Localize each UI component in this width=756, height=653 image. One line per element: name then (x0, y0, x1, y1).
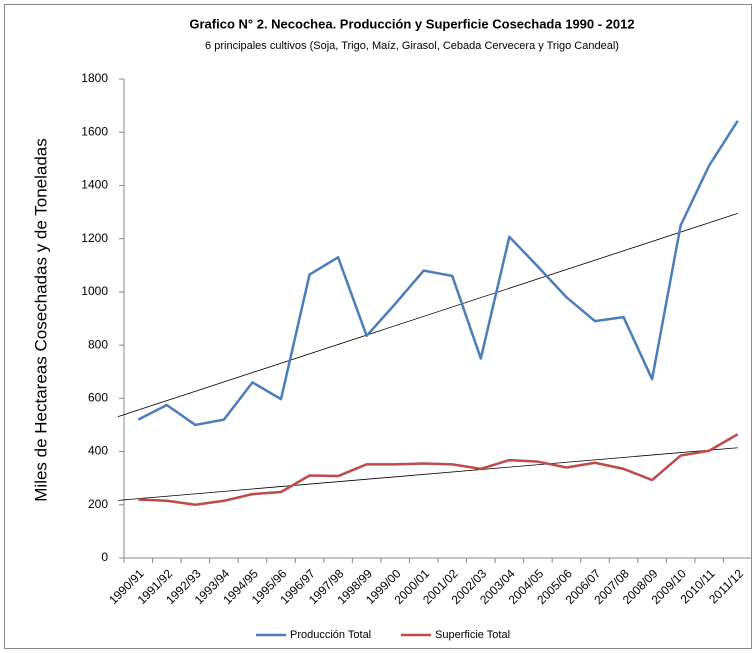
y-tick-label: 1800 (81, 71, 108, 85)
y-tick-label: 1600 (81, 124, 108, 138)
chart-border (4, 4, 752, 649)
data-line (138, 433, 739, 507)
y-tick-label: 600 (88, 391, 108, 405)
y-tick-label: 200 (88, 497, 108, 511)
legend-label: Superficie Total (435, 629, 510, 641)
y-tick-label: 1400 (81, 178, 108, 192)
data-line (137, 120, 739, 427)
y-axis-title: Miles de Hectareas Cosechadas y de Tonel… (31, 138, 50, 502)
legend-label: Producción Total (290, 629, 371, 641)
y-tick-label: 1200 (81, 231, 108, 245)
chart-subtitle: 6 principales cultivos (Soja, Trigo, Maí… (205, 40, 619, 52)
y-tick-label: 800 (88, 337, 108, 351)
y-tick-label: 400 (88, 444, 108, 458)
y-tick-label: 0 (101, 550, 108, 564)
trendline (117, 212, 738, 418)
chart-title: Grafico N° 2. Necochea. Producción y Sup… (189, 16, 634, 31)
y-tick-label: 1000 (81, 284, 108, 298)
trendline (117, 447, 738, 501)
